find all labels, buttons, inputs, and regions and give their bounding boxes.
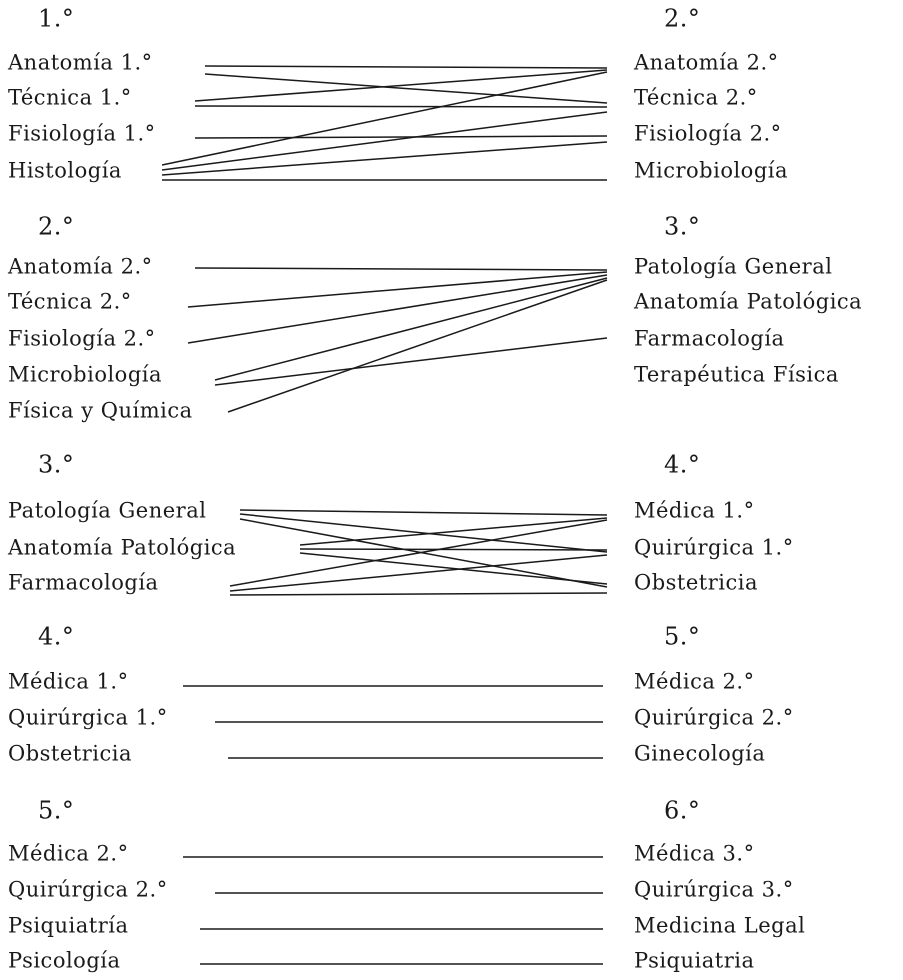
- right-course: Obstetricia: [634, 571, 758, 595]
- connector: [299, 517, 608, 546]
- connector: [299, 548, 608, 551]
- left-header: 5.°: [38, 797, 74, 825]
- left-course: Histología: [8, 159, 122, 183]
- connector: [227, 279, 608, 413]
- connector: [229, 592, 608, 596]
- connector: [161, 141, 608, 176]
- right-course: Patología General: [634, 255, 832, 279]
- left-course: Anatomía 1.°: [7, 51, 153, 75]
- connector: [214, 277, 608, 381]
- left-course: Farmacología: [8, 571, 159, 595]
- connector: [194, 135, 608, 139]
- left-course: Fisiología 2.°: [8, 327, 156, 351]
- left-course: Quirúrgica 1.°: [8, 706, 168, 730]
- right-course: Quirúrgica 1.°: [634, 536, 794, 560]
- right-course: Psiquiatria: [634, 949, 754, 973]
- connector: [187, 271, 608, 308]
- right-header: 6.°: [664, 797, 700, 825]
- left-course: Microbiología: [8, 363, 162, 387]
- left-course: Anatomía 2.°: [7, 255, 153, 279]
- connector: [194, 267, 608, 271]
- connector: [194, 105, 608, 108]
- right-course: Ginecología: [634, 742, 765, 766]
- right-course: Médica 2.°: [634, 670, 755, 694]
- connector: [194, 69, 608, 102]
- right-header: 4.°: [664, 451, 700, 479]
- left-course: Técnica 2.°: [8, 290, 132, 314]
- right-course: Medicina Legal: [634, 914, 805, 938]
- right-course: Quirúrgica 3.°: [634, 878, 794, 902]
- left-header: 4.°: [38, 623, 74, 651]
- left-course: Médica 1.°: [8, 670, 129, 694]
- right-course: Terapéutica Física: [634, 363, 839, 387]
- right-course: Médica 1.°: [634, 499, 755, 523]
- right-course: Farmacología: [634, 327, 785, 351]
- left-course: Psicología: [8, 949, 121, 973]
- right-course: Técnica 2.°: [634, 86, 758, 110]
- connector: [239, 518, 608, 588]
- left-course: Quirúrgica 2.°: [8, 878, 168, 902]
- right-course: Microbiología: [634, 159, 788, 183]
- connector: [161, 111, 608, 171]
- left-course: Psiquiatría: [8, 914, 128, 938]
- right-header: 3.°: [664, 213, 700, 241]
- connector: [239, 513, 608, 553]
- left-course: Fisiología 1.°: [8, 122, 156, 146]
- left-course: Física y Química: [8, 399, 193, 423]
- left-header: 2.°: [38, 213, 74, 241]
- right-course: Fisiología 2.°: [634, 122, 782, 146]
- connector: [299, 552, 608, 585]
- right-course: Quirúrgica 2.°: [634, 706, 794, 730]
- right-course: Médica 3.°: [634, 842, 755, 866]
- right-course: Anatomía Patológica: [633, 290, 862, 314]
- left-header: 1.°: [38, 5, 74, 33]
- right-course: Anatomía 2.°: [633, 51, 779, 75]
- left-course: Obstetricia: [8, 742, 132, 766]
- connector: [214, 337, 608, 386]
- connector: [229, 519, 608, 587]
- left-course: Técnica 1.°: [8, 86, 132, 110]
- connector: [229, 554, 608, 592]
- connector: [204, 65, 608, 69]
- left-course: Anatomía Patológica: [7, 536, 236, 560]
- left-header: 3.°: [38, 451, 74, 479]
- connector: [239, 509, 608, 516]
- right-header: 2.°: [664, 5, 700, 33]
- right-header: 5.°: [664, 623, 700, 651]
- left-course: Patología General: [8, 499, 206, 523]
- connector: [187, 274, 608, 344]
- left-course: Médica 2.°: [8, 842, 129, 866]
- connector: [204, 73, 608, 104]
- connector: [161, 71, 608, 166]
